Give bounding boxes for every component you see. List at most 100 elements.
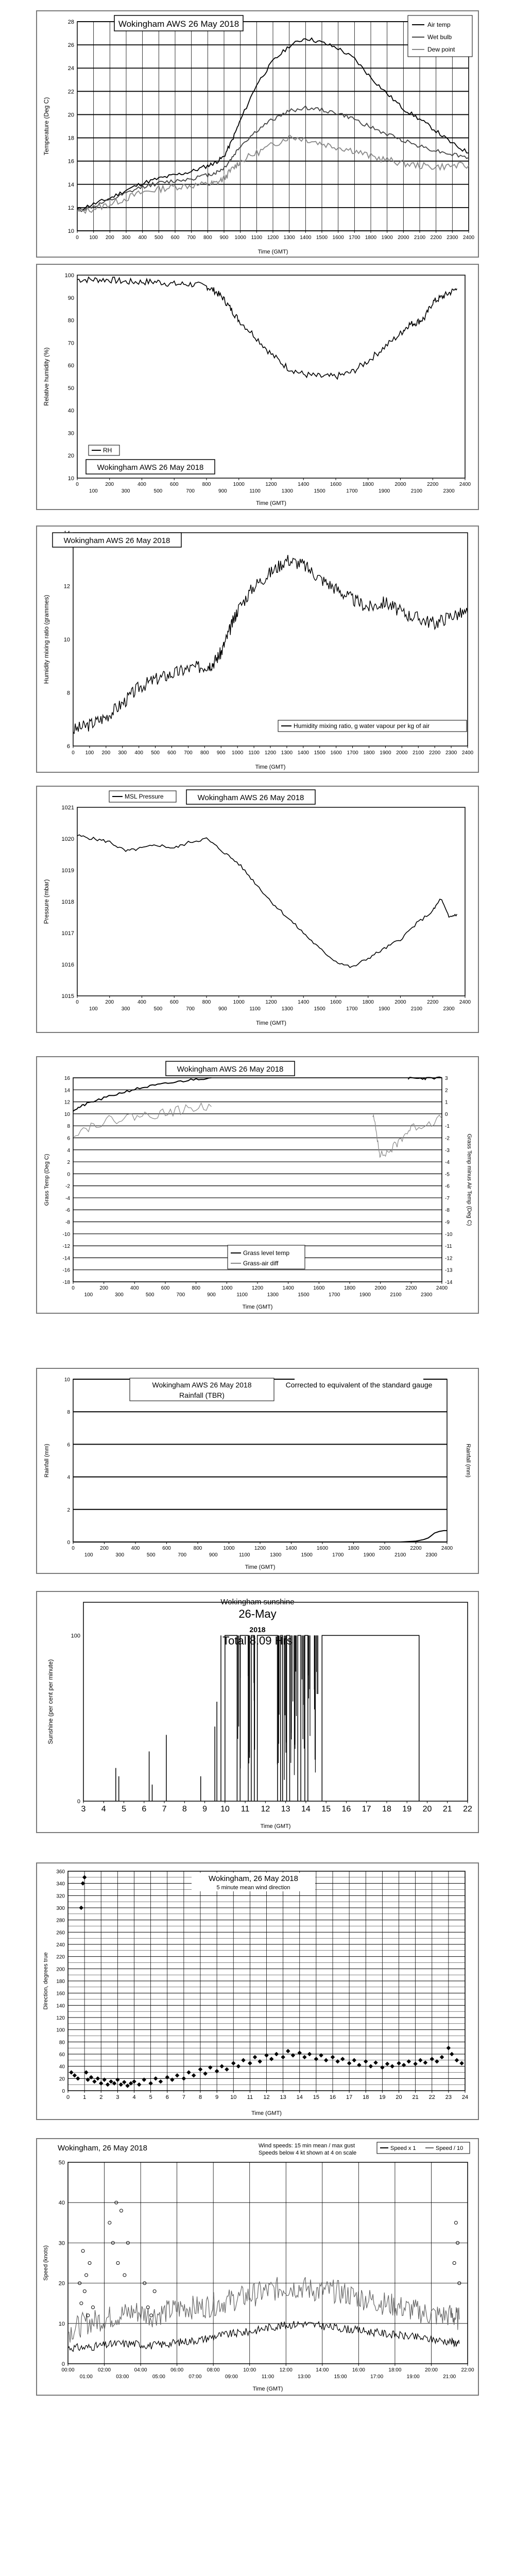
y-tick-label: -10: [63, 1232, 71, 1238]
x-axis-label: Time (GMT): [256, 500, 286, 506]
x-tick-label: 1800: [363, 482, 374, 487]
x-tick-label: 1500: [301, 1552, 313, 1558]
chart-title: Wokingham, 26 May 2018: [209, 1874, 298, 1883]
y-axis-label: Sunshine (per cent per minute): [47, 1659, 54, 1744]
y-tick-label-right: 1: [445, 1100, 448, 1106]
series-line-pressure: [77, 834, 457, 969]
x-tick-label: 2000: [375, 1285, 387, 1291]
y-tick-label: 8: [67, 690, 70, 697]
y-tick-label-right: -3: [445, 1148, 450, 1154]
direction-point: [170, 2077, 175, 2082]
x-axis-label: Time (GMT): [245, 1564, 276, 1570]
x-tick-label: 11:00: [262, 2374, 274, 2380]
x-tick-label: 13: [280, 2094, 286, 2100]
y-tick-label: 200: [56, 1967, 65, 1972]
x-tick-label: 0: [72, 750, 75, 756]
x-tick-label: 1100: [236, 1292, 248, 1298]
direction-point: [214, 2069, 219, 2074]
x-tick-label: 600: [170, 482, 179, 487]
x-tick-label: 2100: [390, 1292, 402, 1298]
x-tick-label: 21: [413, 2094, 419, 2100]
x-tick-label: 18: [382, 1805, 391, 1814]
x-tick-label: 9: [215, 2094, 218, 2100]
y-tick-label: 1019: [62, 868, 74, 874]
x-tick-label: 10: [230, 2094, 236, 2100]
x-tick-label: 1600: [331, 750, 342, 756]
x-tick-label: 500: [147, 1552, 156, 1558]
y-tick-label: 14: [64, 1088, 71, 1093]
y-tick-label: 20: [68, 112, 74, 118]
x-tick-label: 0: [66, 2094, 70, 2100]
x-tick-label: 1700: [332, 1552, 344, 1558]
y-tick-label: 90: [68, 295, 74, 301]
x-tick-label: 2400: [462, 750, 474, 756]
y-tick-label-right: -8: [445, 1208, 450, 1213]
x-tick-label: 6: [166, 2094, 169, 2100]
direction-point: [302, 2055, 307, 2060]
x-tick-label: 1600: [330, 482, 342, 487]
x-tick-label: 1500: [316, 235, 328, 241]
direction-point: [82, 1875, 87, 1880]
x-tick-label: 14: [301, 1805, 311, 1814]
x-tick-label: 2200: [429, 750, 441, 756]
direction-point: [264, 2053, 269, 2058]
x-tick-label: 2000: [394, 482, 406, 487]
direction-point: [459, 2061, 464, 2065]
x-tick-label: 17: [362, 1805, 371, 1814]
plot-area: [67, 2162, 468, 2364]
y-tick-label: 20: [59, 2281, 65, 2287]
x-tick-label: 2400: [463, 235, 475, 241]
y-tick-label: 22: [68, 89, 74, 95]
chart-title: Wokingham AWS 26 May 2018: [152, 1381, 252, 1389]
x-tick-label: 1200: [252, 1285, 264, 1291]
x-tick-label: 2000: [398, 235, 409, 241]
direction-point: [297, 2050, 302, 2055]
x-tick-label: 1700: [347, 750, 358, 756]
plot-area: [73, 1077, 442, 1282]
x-tick-label: 20:00: [425, 2367, 438, 2373]
y-tick-label: 140: [56, 2003, 65, 2009]
direction-point: [248, 2061, 252, 2065]
x-tick-label: 900: [218, 1006, 227, 1012]
direction-point: [132, 2079, 136, 2084]
legend-label: RH: [103, 447, 112, 454]
direction-point: [79, 1905, 83, 1910]
x-tick-label: 1900: [364, 1552, 375, 1558]
gust-point: [456, 2241, 460, 2245]
x-tick-label: 2100: [411, 1006, 423, 1012]
x-tick-label: 2400: [436, 1285, 448, 1291]
y-tick-label: 100: [65, 273, 74, 279]
x-tick-label: 1800: [363, 750, 375, 756]
x-tick-label: 6: [142, 1805, 146, 1814]
gust-point: [454, 2221, 458, 2225]
chart-subtitle: 5 minute mean wind direction: [216, 1885, 290, 1891]
chart-subtitle: Wind speeds: 15 min mean / max gust: [259, 2143, 355, 2149]
x-tick-label: 2300: [445, 750, 457, 756]
title-box: [129, 1378, 274, 1401]
legend-label: Speed / 10: [436, 2145, 463, 2151]
chart-title: Wokingham, 26 May 2018: [58, 2144, 147, 2153]
title-box: [186, 789, 316, 805]
direction-point: [397, 2061, 401, 2065]
x-tick-label: 0: [76, 482, 79, 487]
gust-point: [114, 2200, 118, 2205]
x-tick-label: 09:00: [225, 2374, 238, 2380]
x-tick-label: 1800: [365, 235, 377, 241]
direction-point: [269, 2057, 274, 2061]
chart-title: Wokingham AWS 26 May 2018: [64, 536, 170, 545]
x-tick-label: 00:00: [61, 2367, 74, 2373]
x-axis-label: Time (GMT): [251, 2110, 282, 2116]
gust-point: [457, 2281, 461, 2285]
y-axis-label: Relative humidity (%): [43, 347, 50, 405]
x-tick-label: 22:00: [461, 2367, 474, 2373]
chart-subtitle-2: Speeds below 4 kt shown at 4 on scale: [259, 2150, 356, 2156]
y-tick-label: 16: [64, 1076, 71, 1081]
x-tick-label: 16: [342, 1805, 351, 1814]
y-tick-label-right: -13: [445, 1268, 453, 1274]
x-tick-label: 2000: [394, 999, 406, 1005]
x-tick-label: 600: [161, 1285, 170, 1291]
x-tick-label: 1: [83, 2094, 86, 2100]
plot-area: [77, 21, 469, 231]
x-tick-label: 1700: [346, 1006, 358, 1012]
y-tick-label: 280: [56, 1918, 65, 1924]
